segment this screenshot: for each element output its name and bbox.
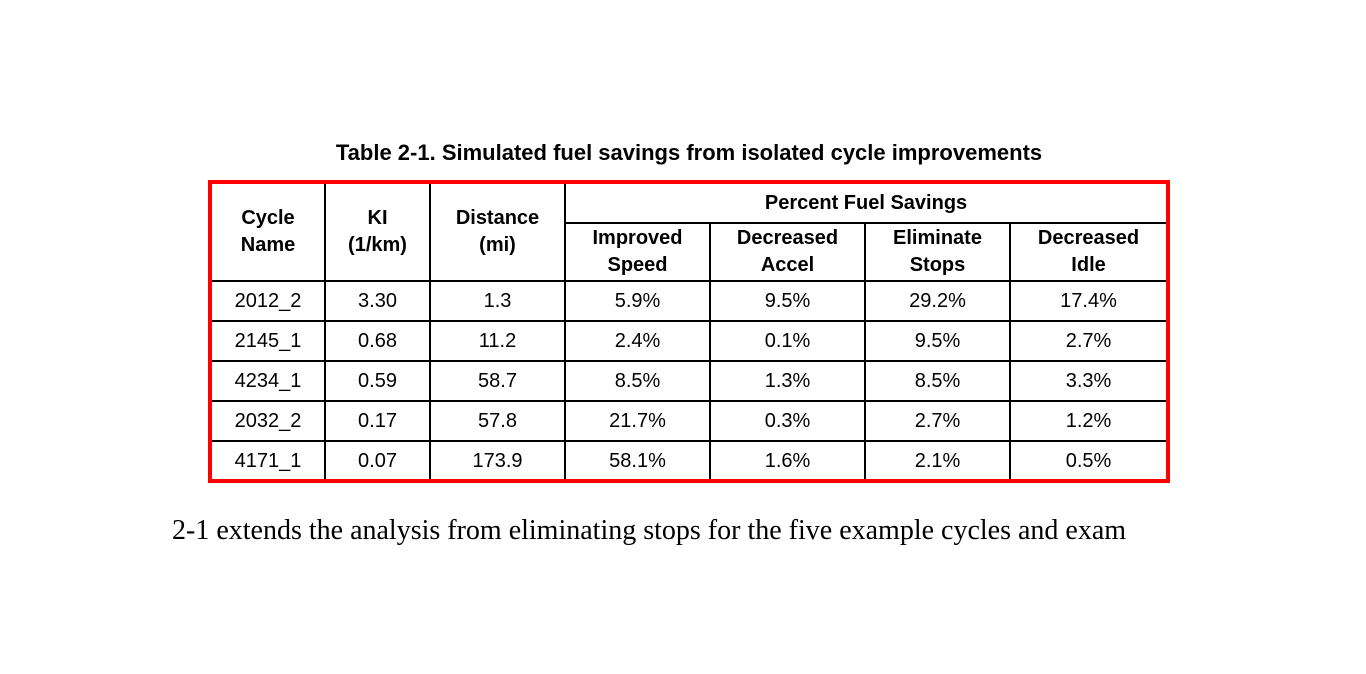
cell-ki: 0.59 — [324, 360, 431, 402]
cell-eliminate-stops: 2.7% — [864, 400, 1011, 442]
cell-ki: 0.07 — [324, 440, 431, 482]
cell-decreased-idle: 2.7% — [1008, 320, 1170, 362]
fuel-savings-table-container: Cycle Name KI (1/km) Distance (mi) Perce… — [208, 180, 1171, 483]
cell-improved-speed: 21.7% — [564, 400, 711, 442]
cell-eliminate-stops: 8.5% — [864, 360, 1011, 402]
cell-cycle-name: 4171_1 — [209, 440, 326, 482]
cell-cycle-name: 2012_2 — [209, 280, 326, 322]
cell-decreased-accel: 1.3% — [709, 360, 866, 402]
table-header-row-sub: Improved Speed Decreased Accel Eliminate… — [210, 222, 1170, 282]
table-row: 4234_1 0.59 58.7 8.5% 1.3% 8.5% 3.3% — [209, 360, 1170, 402]
cell-decreased-idle: 3.3% — [1008, 360, 1170, 402]
cell-improved-speed: 58.1% — [564, 440, 711, 482]
col-header-decreased-idle: Decreased Idle — [1008, 222, 1170, 282]
cell-cycle-name: 2145_1 — [209, 320, 326, 362]
cell-decreased-idle: 1.2% — [1008, 400, 1170, 442]
cell-distance: 1.3 — [429, 280, 566, 322]
fuel-savings-table: Cycle Name KI (1/km) Distance (mi) Perce… — [208, 180, 1171, 483]
table-row: 2012_2 3.30 1.3 5.9% 9.5% 29.2% 17.4% — [209, 280, 1170, 322]
cell-distance: 57.8 — [429, 400, 566, 442]
cell-eliminate-stops: 29.2% — [864, 280, 1011, 322]
cell-decreased-accel: 0.1% — [709, 320, 866, 362]
col-header-cycle-name: Cycle Name — [209, 181, 326, 282]
table-title: Table 2-1. Simulated fuel savings from i… — [335, 140, 1043, 165]
cell-decreased-accel: 9.5% — [709, 280, 866, 322]
cell-distance: 11.2 — [429, 320, 566, 362]
cell-ki: 0.17 — [324, 400, 431, 442]
cell-cycle-name: 2032_2 — [209, 400, 326, 442]
cell-ki: 3.30 — [324, 280, 431, 322]
table-row: 2032_2 0.17 57.8 21.7% 0.3% 2.7% 1.2% — [209, 400, 1170, 442]
cell-decreased-accel: 1.6% — [709, 440, 866, 482]
col-header-improved-speed: Improved Speed — [564, 222, 711, 282]
col-header-ki: KI (1/km) — [324, 181, 431, 282]
cell-distance: 173.9 — [429, 440, 566, 482]
col-header-decreased-accel: Decreased Accel — [709, 222, 866, 282]
cell-decreased-idle: 17.4% — [1008, 280, 1170, 322]
table-row: 2145_1 0.68 11.2 2.4% 0.1% 9.5% 2.7% — [209, 320, 1170, 362]
cell-decreased-accel: 0.3% — [709, 400, 866, 442]
table-header-row-group: Cycle Name KI (1/km) Distance (mi) Perce… — [209, 181, 1170, 282]
col-header-eliminate-stops: Eliminate Stops — [864, 222, 1011, 282]
table-row: 4171_1 0.07 173.9 58.1% 1.6% 2.1% 0.5% — [209, 440, 1170, 482]
col-header-distance: Distance (mi) — [429, 181, 566, 282]
body-text: 2-1 extends the analysis from eliminatin… — [172, 515, 1127, 546]
cell-eliminate-stops: 2.1% — [864, 440, 1011, 482]
cell-improved-speed: 2.4% — [564, 320, 711, 362]
cell-improved-speed: 8.5% — [564, 360, 711, 402]
cell-distance: 58.7 — [429, 360, 566, 402]
cell-eliminate-stops: 9.5% — [864, 320, 1011, 362]
group-header-percent-fuel-savings: Percent Fuel Savings — [563, 181, 1170, 224]
cell-cycle-name: 4234_1 — [209, 360, 326, 402]
cell-improved-speed: 5.9% — [564, 280, 711, 322]
cell-decreased-idle: 0.5% — [1008, 440, 1170, 482]
cell-ki: 0.68 — [324, 320, 431, 362]
